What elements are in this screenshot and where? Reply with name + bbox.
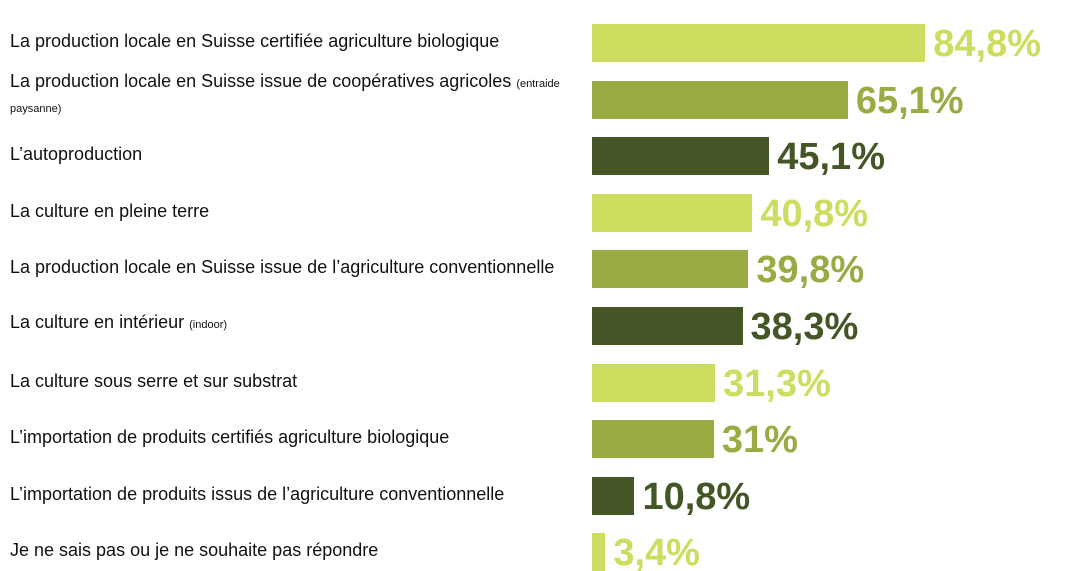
category-text: La culture sous serre et sur substrat	[10, 370, 298, 391]
bar	[592, 80, 848, 119]
bar	[592, 476, 635, 515]
category-text: L’autoproduction	[10, 143, 143, 164]
bar-row: L’importation de produits issus de l’agr…	[0, 476, 1069, 519]
bar	[592, 307, 743, 345]
bar	[592, 420, 714, 459]
category-text: La production locale en Suisse issue de …	[10, 70, 512, 91]
category-text: L’importation de produits certifiés agri…	[10, 426, 450, 447]
bar	[592, 137, 770, 176]
bar	[592, 250, 749, 289]
category-label: L’autoproduction	[10, 143, 570, 165]
value-label: 3,4%	[613, 532, 700, 571]
category-label: La culture en intérieur (indoor)	[10, 311, 570, 336]
bar-row: L’importation de produits certifiés agri…	[0, 419, 1069, 462]
category-label: La production locale en Suisse issue de …	[10, 70, 570, 120]
value-label: 10,8%	[642, 476, 751, 519]
value-label: 84,8%	[933, 23, 1041, 66]
category-text: La culture en pleine terre	[10, 200, 210, 221]
category-label: La culture en pleine terre	[10, 200, 570, 222]
category-text: La production locale en Suisse issue de …	[10, 257, 555, 278]
value-label: 31%	[721, 419, 798, 462]
category-text: L’importation de produits issus de l’agr…	[10, 483, 505, 504]
bar-row: La production locale en Suisse certifiée…	[0, 23, 1069, 66]
value-label: 45,1%	[777, 136, 885, 179]
bar-row: L’autoproduction 45,1%	[0, 136, 1069, 179]
value-label: 65,1%	[855, 79, 964, 122]
bar-row: La culture sous serre et sur substrat 31,…	[0, 362, 1069, 405]
bar-row: La production locale en Suisse issue de …	[0, 249, 1069, 292]
value-label: 31,3%	[723, 362, 831, 405]
value-label: 40,8%	[760, 193, 869, 236]
bar	[592, 363, 715, 402]
bar	[592, 533, 606, 571]
bar	[592, 193, 753, 232]
category-label: L’importation de produits issus de l’agr…	[10, 483, 570, 505]
category-note: (entraide paysanne)	[10, 77, 560, 115]
category-label: La production locale en Suisse certifiée…	[10, 30, 570, 52]
bar	[592, 24, 926, 62]
category-text: La culture en intérieur	[10, 312, 185, 332]
category-label: Je ne sais pas ou je ne souhaite pas rép…	[10, 539, 570, 561]
bar-row: La culture en pleine terre 40,8%	[0, 193, 1069, 236]
value-label: 39,8%	[756, 249, 865, 292]
category-text: La production locale en Suisse certifiée…	[10, 30, 500, 51]
category-label: La culture sous serre et sur substrat	[10, 369, 570, 391]
category-text: Je ne sais pas ou je ne souhaite pas rép…	[10, 540, 379, 561]
bar-row: Je ne sais pas ou je ne souhaite pas rép…	[0, 532, 1069, 571]
bar-row: La culture en intérieur (indoor) 38,3%	[0, 306, 1069, 349]
value-label: 38,3%	[750, 306, 859, 349]
bar-row: La production locale en Suisse issue de …	[0, 71, 1069, 122]
category-label: La production locale en Suisse issue de …	[10, 256, 570, 278]
category-note: (indoor)	[189, 319, 228, 331]
category-label: L’importation de produits certifiés agri…	[10, 426, 570, 448]
